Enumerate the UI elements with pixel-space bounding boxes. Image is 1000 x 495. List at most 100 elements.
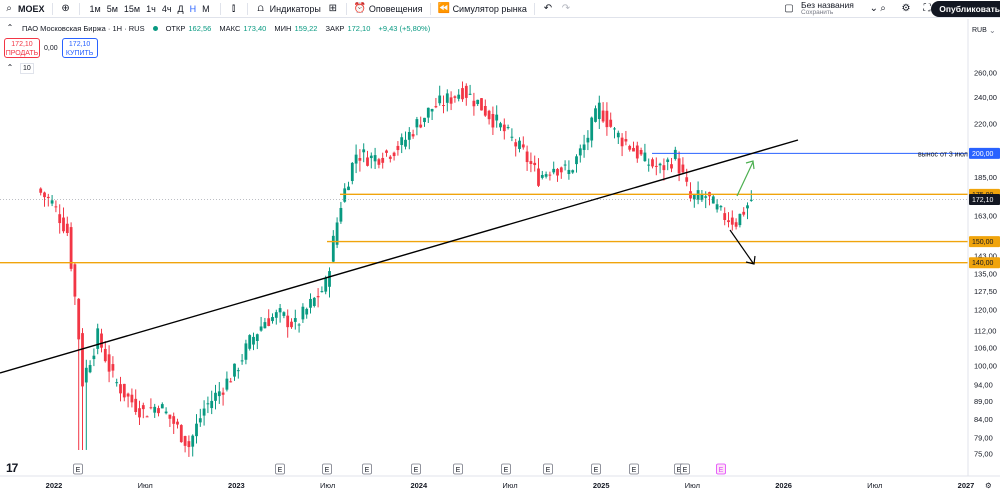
candle-body (39, 188, 43, 193)
down-arrow (729, 229, 754, 264)
replay-button[interactable]: ⏪ Симулятор рынка (435, 0, 530, 18)
timeframe-5[interactable]: Д (177, 3, 184, 14)
publish-button[interactable]: Опубликовать (931, 1, 1000, 17)
price-tick: 240,00 (974, 93, 997, 102)
price-tick: 135,00 (974, 269, 997, 278)
undo-button[interactable]: ↶ (539, 0, 557, 18)
candle-body (290, 321, 293, 328)
chart-type-button[interactable]: ⫾ (225, 0, 243, 18)
candle-body (328, 271, 331, 287)
earnings-marker-label: E (414, 467, 419, 474)
compare-button[interactable]: ⊕ (57, 0, 75, 18)
candle-body (552, 168, 556, 173)
timeframe-4[interactable]: 4ч (161, 3, 172, 14)
alarm-clock-icon: ⏰ (353, 2, 367, 14)
redo-icon: ↷ (561, 2, 571, 14)
candle-body (225, 378, 229, 390)
candle-body (320, 291, 324, 293)
candle-body (677, 158, 681, 174)
open-value: ОТКР 162,56 (165, 23, 212, 33)
candle-body (263, 322, 267, 329)
rewind-icon: ⏪ (437, 2, 451, 14)
currency-chevron-icon[interactable]: ⌄ (989, 26, 996, 35)
layout-menu[interactable]: ▢ Без названия Сохранить ⌄ (780, 0, 883, 18)
timeframe-3[interactable]: 1ч (146, 3, 156, 14)
price-tick: 100,00 (974, 361, 997, 370)
sell-button[interactable]: 172,10 ПРОДАТЬ (4, 38, 40, 58)
candle-body (62, 217, 65, 232)
candle-body (339, 207, 343, 222)
tradingview-logo-icon[interactable]: 17 (6, 461, 18, 475)
candle-body (715, 204, 719, 210)
alerts-button[interactable]: ⏰ Оповещения (351, 0, 426, 18)
candle-body (229, 381, 233, 383)
candle-body (651, 159, 654, 167)
currency-label[interactable]: RUB (972, 27, 987, 34)
time-tick: 2024 (410, 481, 428, 490)
candle-body (96, 328, 100, 349)
candle-body (510, 136, 514, 138)
candle-body (643, 152, 647, 162)
collapse-legend-icon[interactable]: ⌃ (6, 23, 14, 32)
time-tick: 2023 (228, 481, 245, 490)
candle-body (662, 165, 666, 171)
layout-title: Без названия (801, 0, 854, 10)
candle-body (271, 317, 274, 322)
buy-button[interactable]: 172,10 КУПИТЬ (61, 38, 98, 58)
earnings-marker-label: E (632, 467, 637, 474)
candle-body (559, 167, 563, 173)
candle-body (305, 308, 309, 315)
candle-body (286, 315, 290, 328)
candles-layer (39, 81, 753, 457)
candle-body (628, 145, 632, 150)
symbol-search[interactable]: ⌕ MOEX (0, 0, 48, 18)
indicator-row: ⌃ 10 (4, 62, 34, 74)
candle-body (453, 96, 457, 98)
price-tag (969, 236, 1000, 248)
candle-body (673, 149, 677, 159)
price-tick: 112,00 (974, 327, 996, 336)
timeframe-2[interactable]: 15м (123, 3, 141, 14)
candle-body (385, 150, 388, 153)
candle-body (544, 174, 548, 177)
earnings-marker-label: E (677, 467, 682, 474)
candle-body (369, 155, 373, 159)
candle-body (666, 159, 670, 162)
candle-body (335, 222, 339, 245)
trend-line (0, 139, 799, 374)
candle-body (692, 195, 696, 200)
candle-body (366, 157, 369, 166)
timeframe-7[interactable]: М (202, 3, 210, 14)
candle-body (84, 367, 88, 383)
price-tick: 185,00 (974, 173, 997, 182)
indicator-count[interactable]: 10 (20, 62, 34, 74)
collapse-indicators-icon[interactable]: ⌃ (6, 63, 14, 72)
indicators-button[interactable]: ⩍ Индикаторы (252, 0, 324, 18)
chevron-down-icon: ⌄ (869, 2, 878, 14)
candle-body (404, 139, 407, 147)
earnings-marker (501, 463, 511, 475)
candle-body (141, 405, 145, 410)
settings-button[interactable]: ⚙ (897, 0, 915, 18)
timeframe-1[interactable]: 5м (106, 3, 118, 14)
candle-body (301, 306, 305, 320)
candle-body (407, 131, 411, 140)
quick-search-button[interactable]: ⌕ (874, 0, 892, 18)
candle-body (521, 144, 525, 148)
candle-body (567, 169, 571, 175)
candle-body (160, 404, 164, 409)
candle-body (214, 392, 217, 401)
timeframe-6[interactable]: Н (189, 3, 197, 14)
fullscreen-button[interactable]: ⛶ (918, 0, 936, 18)
timeframe-0[interactable]: 1м (89, 3, 101, 14)
candle-body (476, 99, 480, 105)
plus-circle-icon: ⊕ (61, 2, 70, 14)
timeframe-group: 1м 5м 15м 1ч 4ч Д Н М (84, 0, 216, 18)
templates-button[interactable]: ⊞ (324, 0, 342, 18)
earnings-marker-label: E (504, 467, 509, 474)
candle-body (556, 169, 559, 176)
redo-button[interactable]: ↷ (557, 0, 575, 18)
candle-body (191, 435, 195, 447)
